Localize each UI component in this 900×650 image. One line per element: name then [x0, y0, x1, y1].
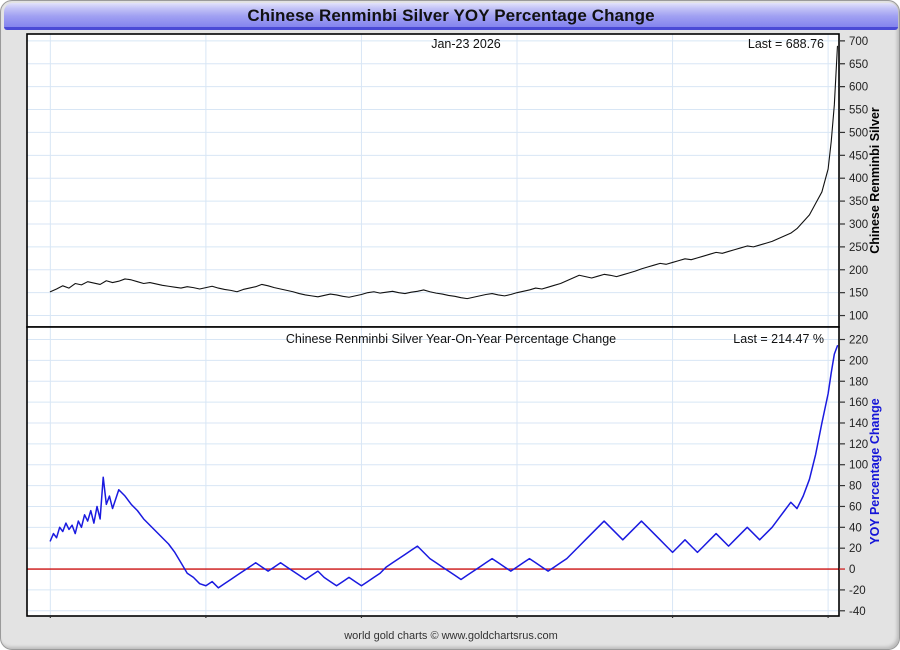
charts-svg[interactable]: 100150200250300350400450500550600650700C…	[1, 33, 900, 618]
y-axis-tick-label: 160	[849, 397, 868, 409]
yoy-last-value-label: Last = 214.47 %	[733, 332, 824, 346]
y-axis-tick-label: 350	[849, 196, 868, 208]
plot-frame	[26, 326, 840, 617]
y-axis-tick-label: 40	[849, 522, 862, 534]
y-axis-tick-label: 80	[849, 481, 862, 493]
y-axis-tick-label: 100	[849, 311, 868, 323]
date-stamp-label: Jan-23 2026	[431, 37, 501, 51]
yoy-plot-area	[27, 327, 839, 616]
y-axis-tick-label: 140	[849, 418, 868, 430]
window-titlebar: Chinese Renminbi Silver YOY Percentage C…	[4, 3, 898, 30]
y-axis-tick-label: 450	[849, 150, 868, 162]
y-axis-tick-label: 600	[849, 82, 868, 94]
y-axis-tick-label: 200	[849, 355, 868, 367]
y-axis-tick-label: 550	[849, 105, 868, 117]
y-axis-tick-label: 20	[849, 543, 862, 555]
y-axis-tick-label: 200	[849, 265, 868, 277]
price-series-line[interactable]	[49, 45, 838, 300]
y-axis-tick-label: 220	[849, 335, 868, 347]
price-last-value-label: Last = 688.76	[748, 37, 824, 51]
y-axis-tick-label: 650	[849, 59, 868, 71]
y-axis-tick-label: 150	[849, 288, 868, 300]
y-axis-tick-label: 700	[849, 36, 868, 48]
y-axis-tick-label: -40	[849, 606, 866, 618]
yoy-subtitle-label: Chinese Renminbi Silver Year-On-Year Per…	[286, 332, 616, 346]
page-title: Chinese Renminbi Silver YOY Percentage C…	[247, 5, 655, 25]
y-axis-tick-label: 0	[849, 564, 855, 576]
y-axis-tick-label: 300	[849, 219, 868, 231]
yoy-series-line[interactable]	[49, 345, 839, 589]
price-plot-area	[27, 34, 839, 327]
y-axis-tick-label: 60	[849, 501, 862, 513]
footer-credit: world gold charts © www.goldchartsrus.co…	[344, 630, 558, 642]
y-axis-tick-label: 180	[849, 376, 868, 388]
y-axis-tick-label: 400	[849, 173, 868, 185]
y-axis-tick-label: 250	[849, 242, 868, 254]
y-axis-tick-label: 120	[849, 439, 868, 451]
price-axis-title: Chinese Renminbi Silver	[868, 107, 882, 254]
yoy-axis-title: YOY Percentage Change	[868, 398, 882, 544]
y-axis-tick-label: -20	[849, 585, 866, 597]
chart-stack: 100 150 200 250 300 350 400 450 500 550 600 650 700 C…	[1, 33, 900, 618]
y-axis-tick-label: 500	[849, 127, 868, 139]
y-axis-tick-label: 100	[849, 460, 868, 472]
